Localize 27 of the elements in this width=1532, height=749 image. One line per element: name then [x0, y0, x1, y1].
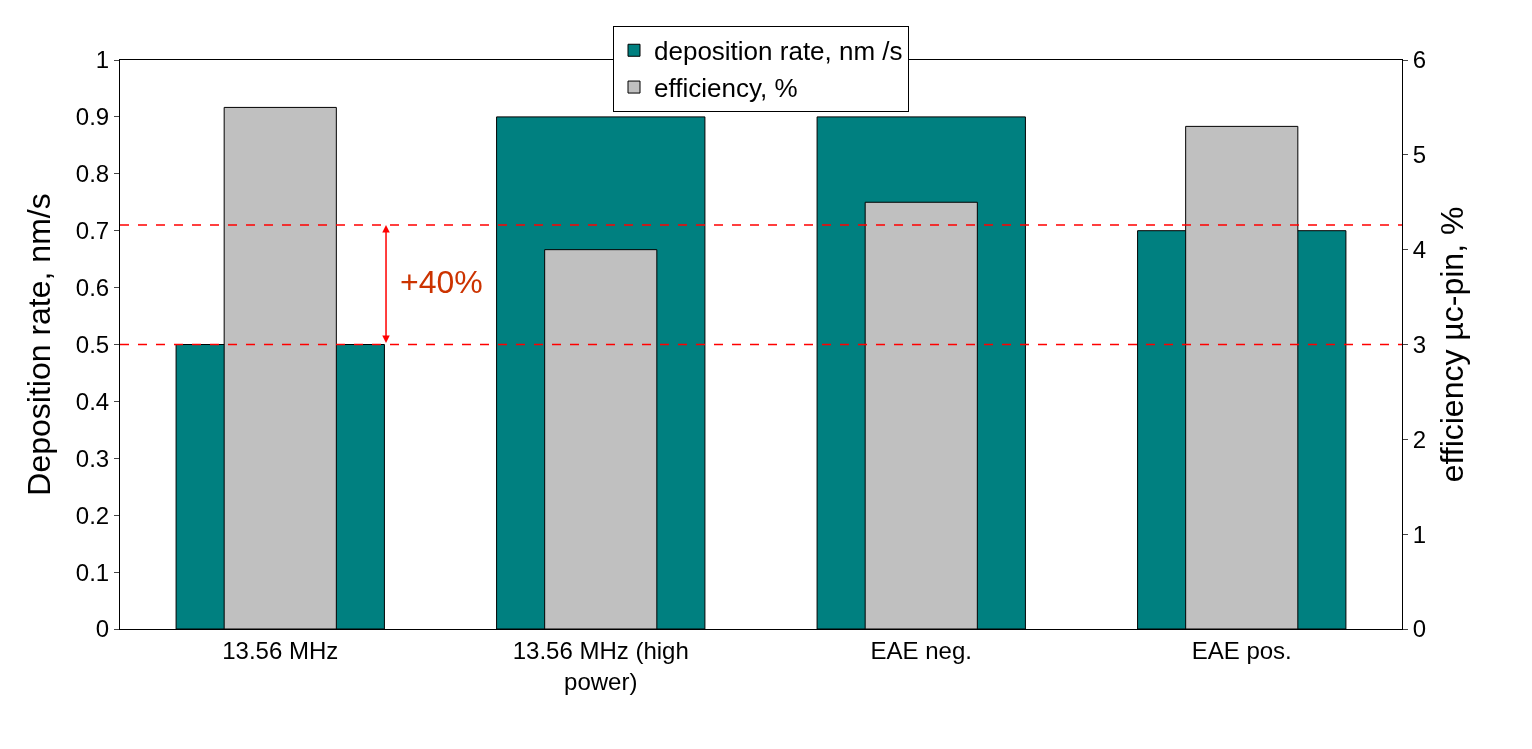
x-tick-label: EAE neg. — [870, 636, 972, 664]
y2-tick-label: 2 — [1412, 425, 1427, 453]
y2-tick-label: 1 — [1412, 520, 1427, 548]
y-tick-label: 0.8 — [75, 160, 110, 188]
y-tick-label: 0.2 — [75, 501, 110, 529]
y-axis-title: Deposition rate, nm/s — [21, 193, 58, 496]
annotation: +40% — [400, 264, 483, 300]
y-tick-label: 0 — [95, 615, 110, 643]
y2-tick-label: 5 — [1412, 141, 1427, 169]
y2-tick-label: 6 — [1412, 46, 1427, 74]
y-tick-label: 1 — [95, 46, 110, 74]
y2-axis-title: efficiency µc-pin, % — [1434, 206, 1471, 483]
x-tick-label: 13.56 MHz (high power) — [512, 636, 689, 695]
y-tick-label: 0.6 — [75, 274, 110, 301]
x-tick-label: EAE pos. — [1191, 636, 1292, 664]
legend-label: deposition rate, nm /s — [654, 36, 903, 67]
y-tick-label: 0.5 — [75, 330, 110, 358]
y-tick-label: 0.4 — [75, 387, 110, 415]
x-tick-label: 13.56 MHz — [222, 636, 339, 664]
y2-tick-label: 0 — [1412, 615, 1427, 643]
y-tick-label: 0.9 — [75, 103, 110, 131]
y-tick-label: 0.7 — [75, 217, 110, 245]
legend-label: efficiency, % — [654, 73, 798, 104]
y-tick-label: 0.3 — [75, 444, 110, 472]
y2-tick-label: 4 — [1412, 236, 1427, 264]
y2-tick-label: 3 — [1412, 330, 1427, 358]
y-tick-label: 0.1 — [75, 558, 110, 586]
